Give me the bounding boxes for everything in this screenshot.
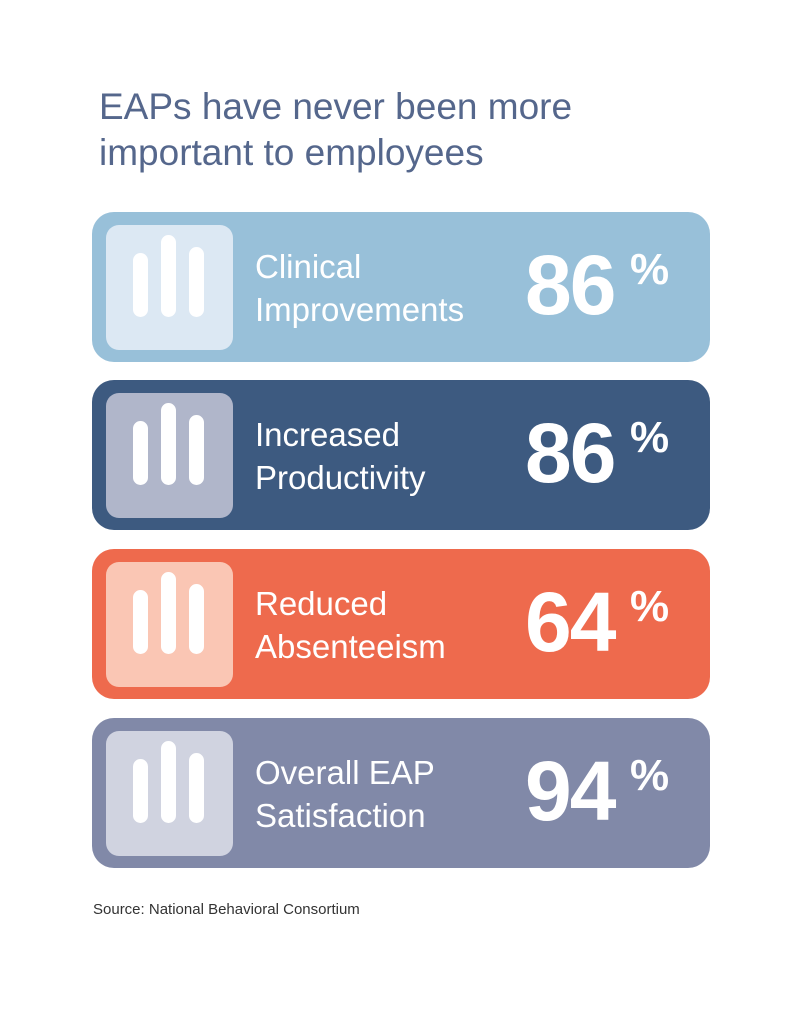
icon-bar — [133, 759, 148, 823]
icon-bar — [161, 403, 176, 485]
stat-card: Reduced Absenteeism 64 % — [92, 549, 710, 699]
stat-card: Overall EAP Satisfaction 94 % — [92, 718, 710, 868]
icon-bar — [189, 415, 204, 485]
stat-value: 64 — [525, 575, 616, 669]
stat-value: 86 — [525, 406, 616, 500]
icon-bar — [189, 584, 204, 654]
icon-bar — [161, 572, 176, 654]
stat-value: 94 — [525, 744, 616, 838]
stat-label: Clinical Improvements — [255, 248, 465, 328]
icon-bar — [161, 741, 176, 823]
icon-bar — [189, 753, 204, 823]
stat-value: 86 — [525, 238, 616, 332]
icon-bar — [189, 247, 204, 317]
stat-unit: % — [630, 245, 670, 294]
bar-chart-icon — [106, 562, 233, 687]
icon-bar — [133, 253, 148, 317]
stat-unit: % — [630, 413, 670, 462]
page-title: EAPs have never been more important to e… — [99, 86, 573, 173]
stat-unit: % — [630, 582, 670, 631]
stat-label: Increased Productivity — [255, 416, 426, 496]
bar-chart-icon — [106, 731, 233, 856]
stat-unit: % — [630, 751, 670, 800]
icon-bar — [133, 590, 148, 654]
stat-label: Overall EAP Satisfaction — [255, 754, 435, 834]
stat-card: Increased Productivity 86 % — [92, 380, 710, 530]
icon-bar — [133, 421, 148, 485]
bar-chart-icon — [106, 393, 233, 518]
stat-card: Clinical Improvements 86 % — [92, 212, 710, 362]
stat-label: Reduced Absenteeism — [255, 585, 446, 665]
source-note: Source: National Behavioral Consortium — [93, 901, 360, 918]
icon-bar — [161, 235, 176, 317]
bar-chart-icon — [106, 225, 233, 350]
